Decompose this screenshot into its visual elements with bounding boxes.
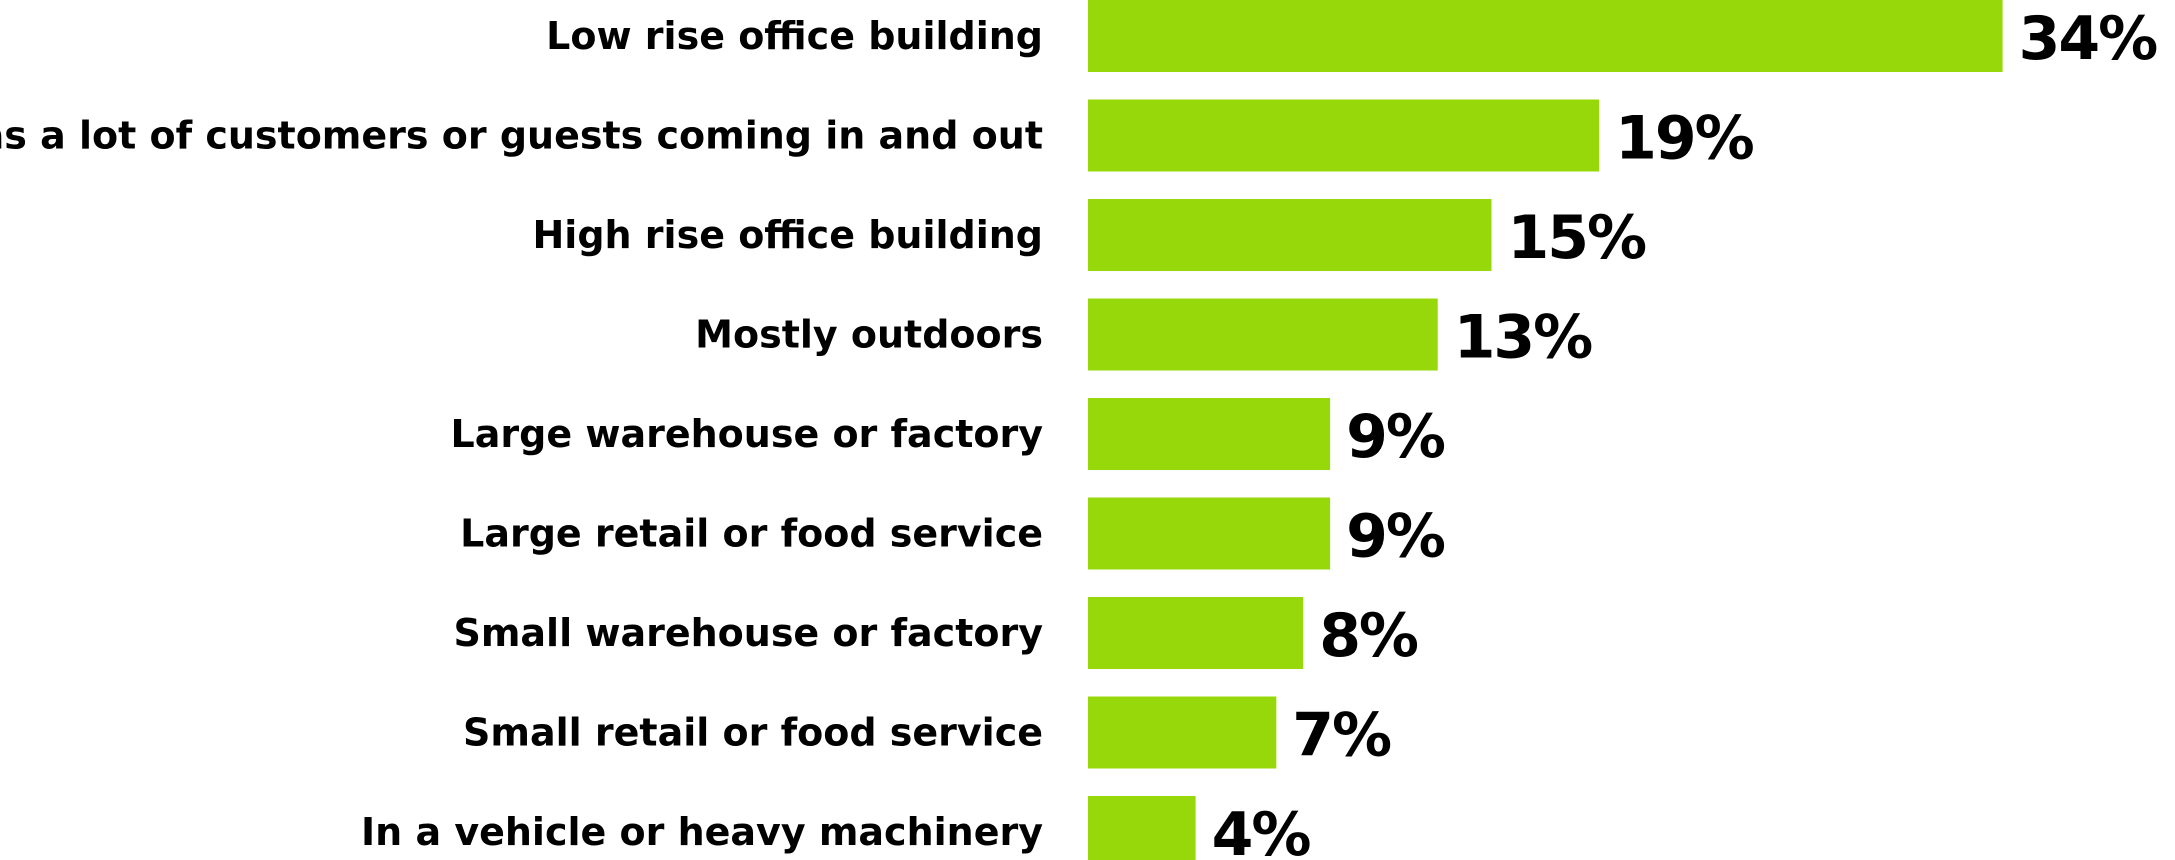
value-label: 34% xyxy=(2019,4,2157,74)
bar xyxy=(1088,497,1331,570)
bar-group: Has a lot of customers or guests coming … xyxy=(0,99,1756,174)
value-label: 7% xyxy=(1292,701,1391,771)
bar-group: Small retail or food service 7% xyxy=(463,696,1393,771)
bar-group: In a vehicle or heavy machinery 4% xyxy=(361,796,1312,860)
bar-group: Large retail or food service 9% xyxy=(460,497,1447,572)
bar xyxy=(1088,298,1438,371)
category-label: Large retail or food service xyxy=(460,512,1043,556)
value-label: 15% xyxy=(1508,203,1646,273)
bar-group: Large warehouse or factory 9% xyxy=(451,398,1447,472)
category-label: Large warehouse or factory xyxy=(451,412,1044,456)
bar-group: Low rise office building 34% xyxy=(546,0,2159,74)
category-label: Has a lot of customers or guests coming … xyxy=(0,114,1043,158)
value-label: 4% xyxy=(1212,800,1311,860)
bar xyxy=(1088,199,1492,271)
category-label: In a vehicle or heavy machinery xyxy=(361,810,1043,854)
bar-group: High rise office building 15% xyxy=(533,199,1648,273)
bar xyxy=(1088,0,2003,72)
bar xyxy=(1088,696,1277,769)
category-label: High rise office building xyxy=(533,213,1044,257)
bar xyxy=(1088,99,1600,172)
value-label: 9% xyxy=(1346,502,1445,572)
bar xyxy=(1088,796,1196,860)
category-label: Mostly outdoors xyxy=(695,313,1043,357)
bar-group: Small warehouse or factory 8% xyxy=(453,597,1420,671)
category-label: Low rise office building xyxy=(546,14,1043,58)
value-label: 9% xyxy=(1346,402,1445,472)
category-label: Small retail or food service xyxy=(463,711,1043,755)
bar-group: Mostly outdoors 13% xyxy=(695,298,1594,373)
value-label: 19% xyxy=(1615,104,1753,174)
bar xyxy=(1088,597,1304,669)
bar xyxy=(1088,398,1331,470)
category-label: Small warehouse or factory xyxy=(453,611,1043,655)
value-label: 13% xyxy=(1454,303,1592,373)
value-label: 8% xyxy=(1319,601,1418,671)
